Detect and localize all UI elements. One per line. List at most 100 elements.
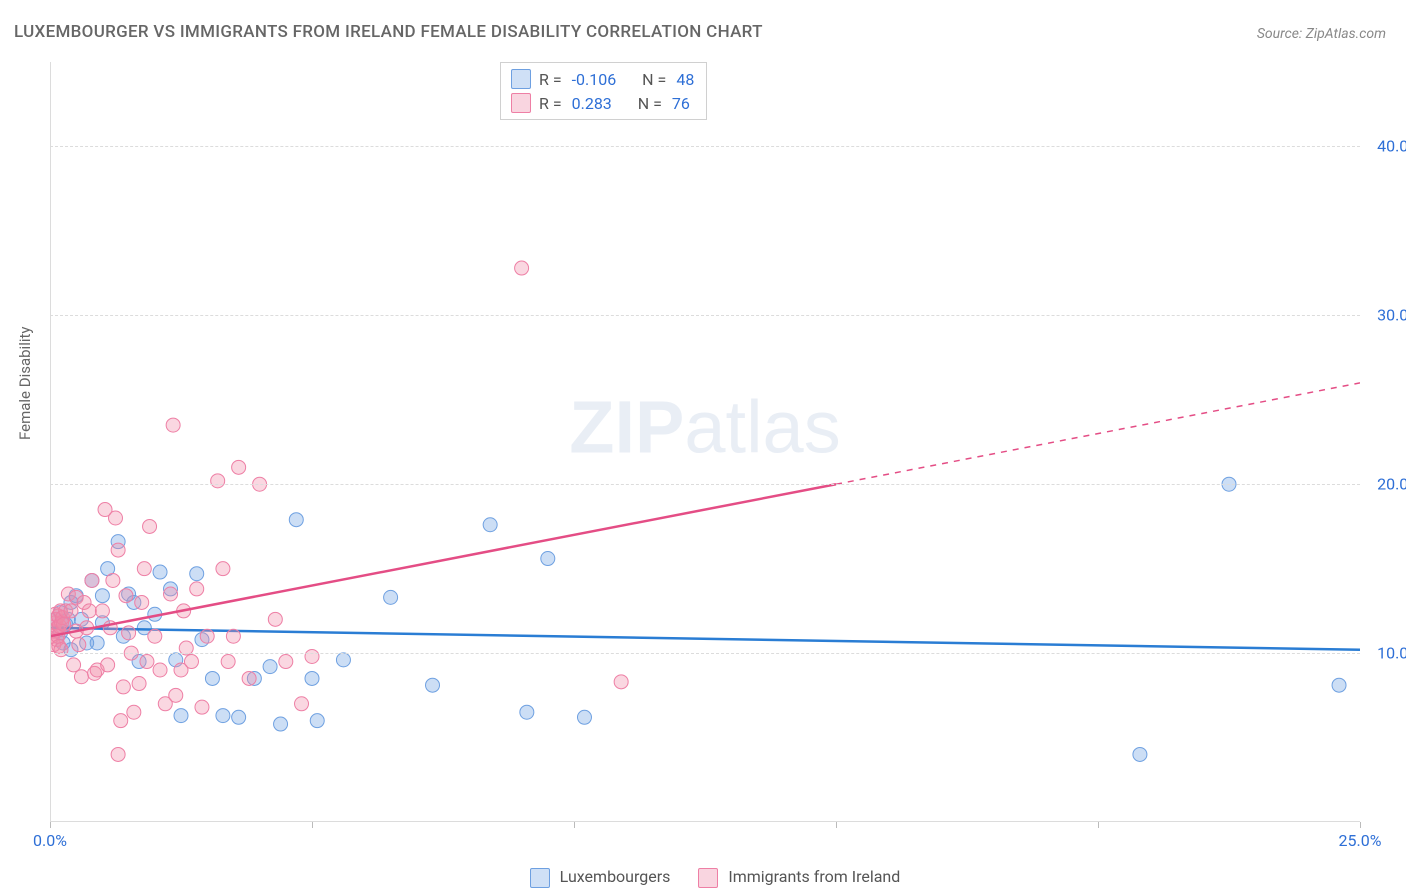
data-point-ireland: [54, 643, 68, 657]
gridline-h: [50, 146, 1360, 147]
correlation-legend: R = -0.106 N = 48 R = 0.283 N = 76: [500, 62, 707, 120]
data-point-luxembourgers: [1332, 678, 1346, 692]
data-point-ireland: [279, 655, 293, 669]
x-tick-label: 25.0%: [1339, 831, 1382, 850]
data-point-luxembourgers: [190, 567, 204, 581]
data-point-ireland: [614, 675, 628, 689]
data-point-ireland: [127, 705, 141, 719]
data-point-luxembourgers: [216, 709, 230, 723]
r-label: R =: [539, 70, 562, 89]
trend-line-luxembourgers: [50, 628, 1360, 650]
data-point-ireland: [140, 655, 154, 669]
data-point-luxembourgers: [263, 660, 277, 674]
data-point-ireland: [221, 655, 235, 669]
r-value: -0.106: [572, 70, 617, 89]
data-point-luxembourgers: [426, 678, 440, 692]
data-point-ireland: [135, 595, 149, 609]
data-point-ireland: [211, 474, 225, 488]
data-point-luxembourgers: [95, 589, 109, 603]
data-point-ireland: [153, 663, 167, 677]
data-point-ireland: [184, 655, 198, 669]
data-point-luxembourgers: [336, 653, 350, 667]
data-point-ireland: [111, 543, 125, 557]
legend-row-ireland: R = 0.283 N = 76: [511, 91, 696, 115]
data-point-ireland: [148, 629, 162, 643]
swatch-ireland: [511, 93, 531, 113]
y-axis-line: [50, 62, 51, 822]
data-point-ireland: [195, 700, 209, 714]
r-value: 0.283: [572, 94, 612, 113]
data-point-ireland: [122, 626, 136, 640]
data-point-ireland: [85, 573, 99, 587]
data-point-ireland: [216, 562, 230, 576]
data-point-ireland: [101, 658, 115, 672]
gridline-h: [50, 653, 1360, 654]
data-point-ireland: [169, 688, 183, 702]
data-point-luxembourgers: [205, 671, 219, 685]
swatch-luxembourgers: [530, 868, 550, 888]
series-label: Luxembourgers: [560, 867, 671, 886]
n-label: N =: [642, 70, 666, 89]
data-point-ireland: [268, 612, 282, 626]
n-label: N =: [638, 94, 662, 113]
data-point-luxembourgers: [384, 590, 398, 604]
data-point-ireland: [143, 519, 157, 533]
data-point-ireland: [111, 747, 125, 761]
gridline-h: [50, 484, 1360, 485]
data-point-ireland: [200, 629, 214, 643]
data-point-ireland: [57, 617, 71, 631]
trend-line-ireland: [50, 484, 836, 636]
y-tick-label: 10.0%: [1365, 644, 1406, 663]
data-point-luxembourgers: [274, 717, 288, 731]
data-point-ireland: [109, 511, 123, 525]
data-point-luxembourgers: [310, 714, 324, 728]
y-tick-label: 20.0%: [1365, 475, 1406, 494]
scatter-plot: ZIPatlas 10.0%20.0%30.0%40.0%0.0%25.0%: [50, 62, 1360, 822]
data-point-luxembourgers: [289, 513, 303, 527]
source-citation: Source: ZipAtlas.com: [1257, 26, 1386, 42]
chart-title: LUXEMBOURGER VS IMMIGRANTS FROM IRELAND …: [14, 22, 763, 42]
x-tick-mark: [1360, 822, 1361, 828]
y-tick-label: 40.0%: [1365, 137, 1406, 156]
data-point-luxembourgers: [90, 636, 104, 650]
data-point-ireland: [74, 670, 88, 684]
data-point-ireland: [114, 714, 128, 728]
data-point-luxembourgers: [1133, 747, 1147, 761]
data-point-ireland: [232, 460, 246, 474]
swatch-ireland: [698, 868, 718, 888]
data-point-ireland: [67, 658, 81, 672]
x-tick-mark: [836, 822, 837, 828]
plot-svg: [50, 62, 1360, 822]
data-point-ireland: [106, 573, 120, 587]
data-point-ireland: [295, 697, 309, 711]
data-point-luxembourgers: [577, 710, 591, 724]
data-point-luxembourgers: [305, 671, 319, 685]
data-point-luxembourgers: [520, 705, 534, 719]
y-tick-label: 30.0%: [1365, 306, 1406, 325]
trend-line-ireland-extrapolated: [836, 383, 1360, 484]
x-tick-label: 0.0%: [33, 831, 67, 850]
data-point-ireland: [166, 418, 180, 432]
data-point-ireland: [116, 680, 130, 694]
series-legend: Luxembourgers Immigrants from Ireland: [0, 867, 1406, 888]
r-label: R =: [539, 94, 562, 113]
x-tick-mark: [312, 822, 313, 828]
data-point-ireland: [132, 677, 146, 691]
x-tick-mark: [574, 822, 575, 828]
data-point-ireland: [119, 589, 133, 603]
swatch-luxembourgers: [511, 69, 531, 89]
n-value: 76: [672, 94, 690, 113]
data-point-ireland: [82, 604, 96, 618]
legend-row-luxembourgers: R = -0.106 N = 48: [511, 67, 696, 91]
data-point-ireland: [164, 587, 178, 601]
data-point-luxembourgers: [232, 710, 246, 724]
data-point-ireland: [72, 638, 86, 652]
x-tick-mark: [1098, 822, 1099, 828]
data-point-ireland: [305, 649, 319, 663]
data-point-luxembourgers: [483, 518, 497, 532]
data-point-ireland: [190, 582, 204, 596]
data-point-luxembourgers: [153, 565, 167, 579]
n-value: 48: [676, 70, 694, 89]
data-point-ireland: [242, 671, 256, 685]
data-point-ireland: [137, 562, 151, 576]
